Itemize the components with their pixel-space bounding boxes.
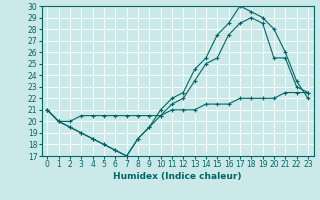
X-axis label: Humidex (Indice chaleur): Humidex (Indice chaleur) [113,172,242,181]
